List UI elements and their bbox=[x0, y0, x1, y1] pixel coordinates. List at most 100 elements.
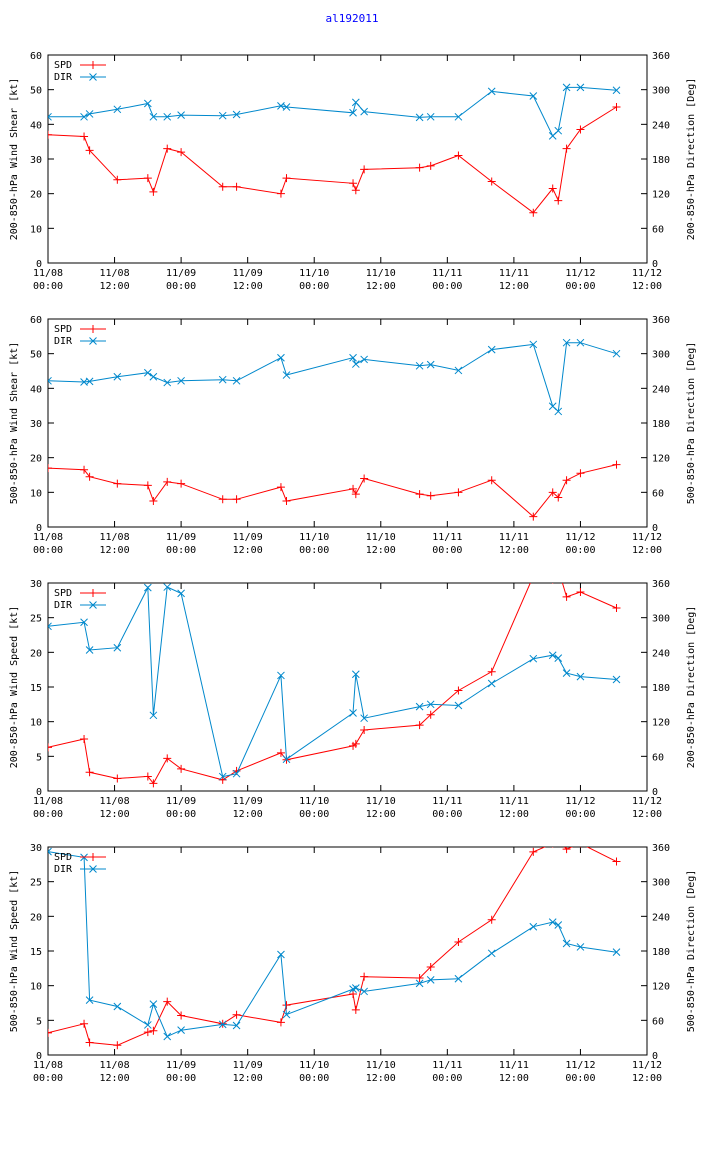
spd-point bbox=[487, 476, 496, 485]
y2-tick-label: 120 bbox=[652, 982, 670, 993]
x-tick-label-time: 00:00 bbox=[166, 545, 196, 556]
y2-tick-label: 0 bbox=[652, 1051, 658, 1062]
spd-point bbox=[562, 476, 571, 485]
y-tick-label: 30 bbox=[30, 843, 42, 854]
dir-point bbox=[177, 1026, 185, 1035]
x-tick-label-date: 11/11 bbox=[432, 796, 462, 807]
x-tick-label-date: 11/09 bbox=[233, 796, 263, 807]
dir-point bbox=[351, 98, 360, 107]
spd-point bbox=[426, 962, 435, 971]
x-tick-label-date: 11/12 bbox=[632, 532, 662, 543]
legend-label-dir: DIR bbox=[54, 600, 73, 611]
x-tick-label-date: 11/10 bbox=[366, 268, 396, 279]
spd-point bbox=[276, 748, 285, 757]
spd-point bbox=[612, 460, 621, 469]
spd-point bbox=[426, 491, 435, 500]
y-tick-label: 30 bbox=[30, 155, 42, 166]
y2-axis-label: 200-850-hPa Direction [Deg] bbox=[686, 78, 697, 241]
spd-point bbox=[113, 175, 122, 184]
spd-point bbox=[163, 997, 172, 1006]
x-tick-label-time: 00:00 bbox=[33, 545, 63, 556]
spd-point bbox=[80, 465, 89, 474]
y2-tick-label: 0 bbox=[652, 259, 658, 270]
spd-point bbox=[351, 739, 360, 748]
x-tick-label-date: 11/09 bbox=[166, 1060, 196, 1071]
dir-point bbox=[277, 950, 285, 959]
legend-marker-dir bbox=[89, 865, 97, 873]
legend-label-spd: SPD bbox=[54, 324, 72, 335]
x-tick-label-time: 00:00 bbox=[299, 1073, 329, 1084]
dir-point bbox=[360, 714, 368, 723]
spd-point bbox=[85, 1038, 94, 1047]
spd-point bbox=[351, 186, 360, 195]
dir-point bbox=[612, 948, 621, 957]
y2-tick-label: 180 bbox=[652, 947, 670, 958]
x-tick-label-time: 12:00 bbox=[100, 281, 130, 292]
y-axis-label: 200-850-hPa Wind Shear [kt] bbox=[9, 78, 20, 241]
spd-point bbox=[562, 847, 571, 854]
x-tick-label-time: 00:00 bbox=[565, 809, 595, 820]
x-tick-label-date: 11/12 bbox=[565, 532, 595, 543]
y2-tick-label: 240 bbox=[652, 384, 670, 395]
x-tick-label-date: 11/10 bbox=[366, 532, 396, 543]
spd-point bbox=[552, 583, 554, 584]
y2-tick-label: 360 bbox=[652, 579, 670, 590]
y2-tick-label: 180 bbox=[652, 683, 670, 694]
spd-point bbox=[548, 184, 557, 193]
spd-series-line bbox=[48, 847, 617, 1046]
y-tick-label: 0 bbox=[36, 1051, 42, 1062]
y-axis-label: 200-850-hPa Wind Speed [kt] bbox=[9, 606, 20, 769]
y-tick-label: 5 bbox=[36, 752, 42, 763]
dir-point bbox=[48, 622, 52, 631]
x-tick-label-time: 00:00 bbox=[565, 545, 595, 556]
spd-point bbox=[360, 474, 369, 483]
x-tick-label-date: 11/09 bbox=[166, 268, 196, 279]
spd-point bbox=[576, 125, 585, 134]
y-tick-label: 50 bbox=[30, 86, 42, 97]
y2-tick-label: 300 bbox=[652, 878, 670, 889]
spd-point bbox=[349, 179, 358, 188]
spd-point bbox=[360, 725, 369, 734]
x-tick-label-time: 12:00 bbox=[632, 545, 662, 556]
dir-point bbox=[113, 105, 122, 114]
dir-point bbox=[351, 670, 360, 679]
spd-point bbox=[113, 774, 122, 783]
x-tick-label-time: 12:00 bbox=[366, 281, 396, 292]
x-tick-label-time: 00:00 bbox=[299, 809, 329, 820]
spd-point bbox=[426, 710, 435, 719]
x-tick-label-date: 11/12 bbox=[632, 1060, 662, 1071]
y2-tick-label: 240 bbox=[652, 120, 670, 131]
dir-point bbox=[282, 755, 291, 764]
dir-point bbox=[562, 338, 571, 347]
dir-point bbox=[562, 939, 571, 948]
spd-point bbox=[177, 1011, 186, 1020]
spd-point bbox=[487, 667, 496, 676]
plot-frame bbox=[47, 846, 648, 1056]
dir-point bbox=[48, 847, 52, 856]
dir-point bbox=[163, 583, 172, 591]
dir-point bbox=[360, 987, 368, 996]
spd-point bbox=[232, 1010, 241, 1019]
y2-tick-label: 360 bbox=[652, 315, 670, 326]
dir-point bbox=[548, 918, 557, 926]
x-tick-label-time: 12:00 bbox=[366, 809, 396, 820]
y2-tick-label: 360 bbox=[652, 51, 670, 62]
spd-point bbox=[276, 483, 285, 492]
x-tick-label-time: 00:00 bbox=[299, 281, 329, 292]
x-tick-label-time: 12:00 bbox=[632, 1073, 662, 1084]
x-tick-label-date: 11/12 bbox=[565, 1060, 595, 1071]
y2-tick-label: 120 bbox=[652, 718, 670, 729]
y-tick-label: 40 bbox=[30, 120, 42, 131]
x-tick-label-date: 11/10 bbox=[299, 268, 329, 279]
dir-point bbox=[113, 1002, 122, 1011]
dir-point bbox=[85, 996, 94, 1004]
dir-point bbox=[426, 112, 435, 121]
dir-point bbox=[143, 1021, 152, 1029]
x-tick-label-date: 11/08 bbox=[100, 532, 130, 543]
spd-point bbox=[80, 132, 89, 141]
dir-point bbox=[415, 979, 424, 988]
x-tick-label-time: 00:00 bbox=[166, 281, 196, 292]
spd-point bbox=[562, 592, 571, 601]
y2-tick-label: 300 bbox=[652, 614, 670, 625]
spd-point bbox=[360, 165, 369, 174]
